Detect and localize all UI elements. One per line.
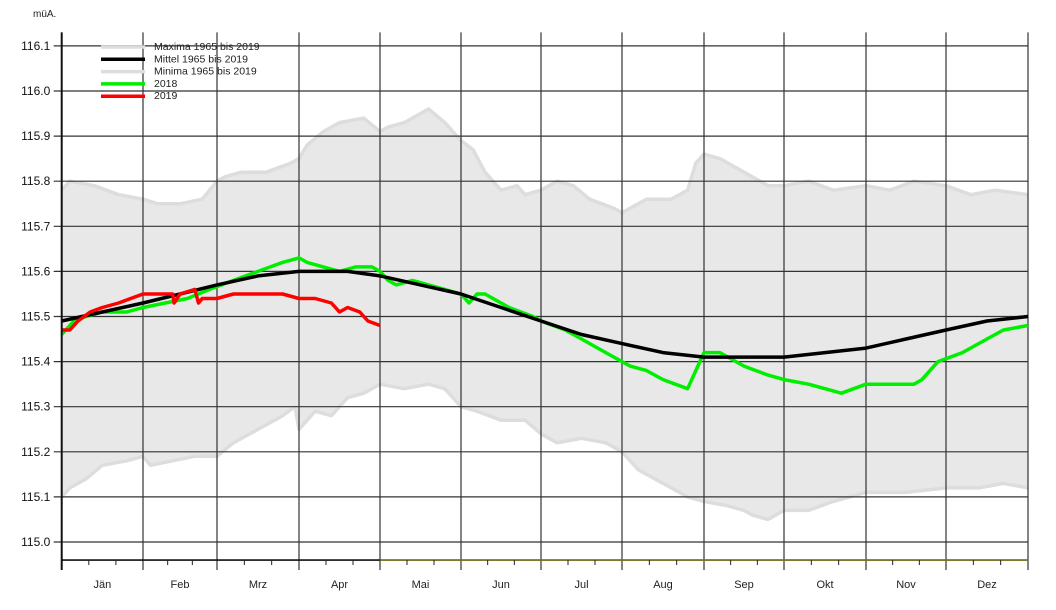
x-tick-label: Nov xyxy=(896,579,916,591)
envelope-fill xyxy=(61,109,1028,520)
y-tick-label: 115.2 xyxy=(21,445,50,459)
y-tick-label: 115.8 xyxy=(21,174,50,188)
legend-label: Maxima 1965 bis 2019 xyxy=(154,41,260,53)
x-tick-label: Jän xyxy=(93,579,111,591)
y-tick-label: 115.6 xyxy=(21,264,50,278)
x-tick-label: Mai xyxy=(412,579,430,591)
series-lines xyxy=(60,256,1029,395)
axes: 115.0 115.1 115.2 115.3 115.4 115.5 115.6 115.7… xyxy=(21,32,1028,591)
x-tick-label: Dez xyxy=(977,579,997,591)
y-tick-label: 115.4 xyxy=(21,355,50,369)
y-tick-label: 115.1 xyxy=(21,490,50,504)
legend-label: 2018 xyxy=(154,78,178,90)
y-tick-label: 115.5 xyxy=(21,310,50,324)
x-tick-label: Apr xyxy=(331,579,348,591)
min-max-envelope xyxy=(60,107,1029,522)
legend-label: Mittel 1965 bis 2019 xyxy=(154,53,248,65)
x-tick-label: Feb xyxy=(171,579,190,591)
x-tick-label: Mrz xyxy=(249,579,267,591)
y-tick-label: 115.3 xyxy=(21,400,50,414)
x-tick-label: Jun xyxy=(492,579,510,591)
y-tick-label: 116.1 xyxy=(21,39,50,53)
series-2019-line xyxy=(61,287,381,332)
y-tick-label: 115.9 xyxy=(21,129,50,143)
y-tick-label: 115.0 xyxy=(21,535,50,549)
legend-label: 2019 xyxy=(154,90,178,102)
x-tick-label: Sep xyxy=(734,579,754,591)
x-tick-label: Jul xyxy=(574,579,588,591)
y-tick-label: 116.0 xyxy=(21,84,50,98)
y-axis-unit-label: müA. xyxy=(33,9,57,20)
series-mittel-line xyxy=(61,269,1029,359)
series-2018-line xyxy=(60,256,1029,395)
legend-label: Minima 1965 bis 2019 xyxy=(154,66,257,78)
x-tick-label: Aug xyxy=(653,579,673,591)
y-tick-label: 115.7 xyxy=(21,219,50,233)
x-tick-label: Okt xyxy=(816,579,833,591)
